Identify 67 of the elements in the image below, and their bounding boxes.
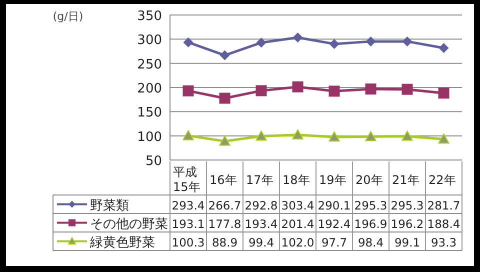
data-label: 99.4: [248, 235, 274, 250]
data-label: 97.7: [321, 235, 348, 250]
data-label: 192.4: [318, 216, 351, 231]
point: [365, 84, 376, 94]
point: [402, 84, 413, 95]
data-label: 177.8: [208, 216, 242, 231]
data-label: 292.8: [244, 198, 278, 212]
point: [256, 130, 267, 141]
point: [438, 134, 450, 144]
data-label: 303.4: [281, 198, 314, 212]
point: [402, 130, 413, 141]
data-label: 196.9: [354, 216, 388, 231]
y-axis-title: (g/日): [52, 10, 84, 23]
y-tick-label: 250: [137, 57, 162, 72]
point: [183, 37, 194, 48]
point: [256, 85, 267, 96]
y-tick-label: 300: [137, 33, 162, 48]
x-tick-label: 17年: [246, 173, 274, 187]
data-label: 266.7: [208, 198, 242, 212]
point: [182, 85, 194, 96]
data-label: 293.4: [172, 198, 205, 212]
x-tick-label: 18年: [282, 173, 310, 187]
x-tick-label: 平成15年: [173, 165, 200, 194]
y-tick-label: 100: [137, 130, 162, 145]
data-label: 100.3: [172, 235, 205, 250]
x-tick-label: 21年: [392, 173, 420, 187]
point: [292, 129, 304, 140]
point: [366, 36, 376, 46]
x-tick-label: 16年: [210, 173, 237, 187]
point: [219, 92, 230, 104]
x-tick-label: 20年: [356, 173, 383, 187]
data-label: 98.4: [358, 235, 384, 250]
data-label: 193.1: [172, 216, 205, 231]
data-label: 93.3: [430, 235, 457, 250]
data-label: 188.4: [427, 216, 460, 231]
data-label: 281.7: [427, 198, 460, 212]
point: [438, 43, 449, 54]
point: [438, 88, 450, 99]
y-tick-label: 50: [145, 154, 162, 169]
point: [292, 81, 304, 92]
point: [219, 136, 230, 146]
legend-label: その他の野菜: [90, 216, 168, 232]
point: [256, 38, 266, 48]
point: [292, 32, 303, 43]
point: [328, 86, 340, 97]
point: [402, 36, 412, 46]
data-label: 295.3: [390, 198, 424, 212]
data-label: 196.2: [390, 216, 424, 231]
point: [328, 131, 340, 142]
data-label: 102.0: [281, 235, 314, 250]
data-label: 88.9: [212, 235, 238, 250]
legend-label: 野菜類: [90, 198, 129, 214]
x-tick-label: 22年: [428, 173, 456, 187]
y-tick-label: 150: [137, 106, 162, 121]
data-label: 99.1: [394, 235, 420, 250]
y-tick-label: 200: [137, 82, 162, 96]
data-label: 193.4: [244, 216, 278, 231]
point: [329, 38, 340, 49]
legend-label: 緑黄色野菜: [89, 235, 155, 250]
point: [365, 131, 376, 142]
data-label: 201.4: [281, 216, 314, 231]
point: [220, 50, 230, 60]
point: [182, 130, 194, 140]
data-label: 295.3: [354, 198, 388, 212]
data-label: 290.1: [318, 198, 351, 212]
x-tick-label: 19年: [319, 173, 346, 187]
y-tick-label: 350: [137, 9, 162, 24]
